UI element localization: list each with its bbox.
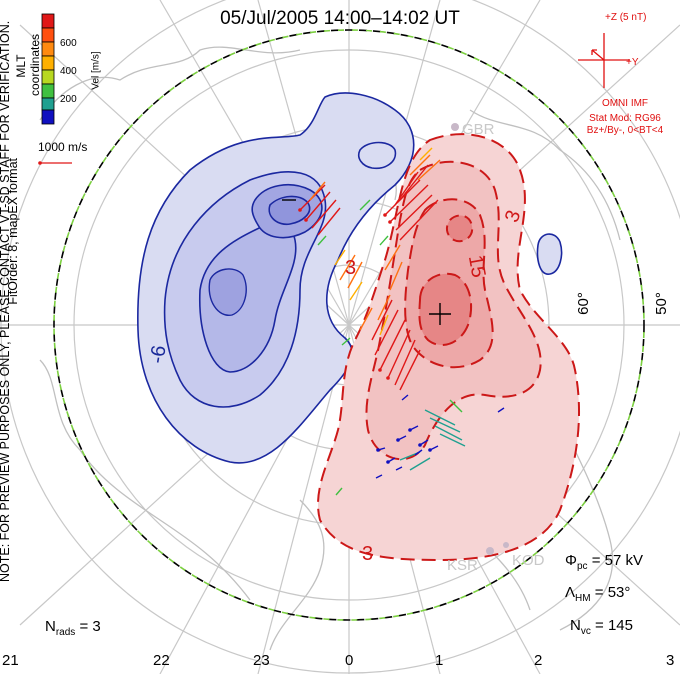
vector-count: Nvc = 145 — [570, 617, 633, 637]
radar-label: KSR — [447, 557, 478, 574]
colorbar-tick: 600 — [60, 38, 77, 49]
velocity-scale-label: 1000 m/s — [38, 140, 88, 154]
radar-sites — [451, 123, 509, 555]
contour-label-positive: 15 — [463, 253, 490, 280]
latitude-label: 60° — [574, 292, 592, 315]
radar-label: KOD — [512, 552, 545, 569]
colorbar-label: Vel [m/s] — [90, 51, 102, 90]
mlt-label: 1 — [435, 652, 444, 669]
colorbar-labels: 600 400 200 Vel [m/s] — [58, 10, 102, 140]
velocity-colorbar — [41, 13, 55, 125]
imf-stat-model: Stat Mod: RG96 — [589, 113, 661, 124]
colorbar-tick: 400 — [60, 66, 77, 77]
contour-label-negative: -6 — [146, 343, 171, 366]
imf-bin: Bz+/By-, 0<BT<4 — [586, 125, 664, 136]
map-title: 05/Jul/2005 14:00–14:02 UT — [220, 8, 460, 29]
fit-order: FitOrder: 8, mapEX format — [6, 158, 20, 305]
radar-label: GBR — [462, 121, 495, 138]
latitude-label: 50° — [652, 292, 670, 315]
cross-polar-potential: Φpc = 57 kV — [565, 552, 643, 572]
mlt-label: 0 — [345, 652, 354, 669]
imf-z-label: +Z (5 nT) — [605, 12, 647, 23]
positive-potential-cell — [317, 133, 580, 562]
hm-boundary-latitude: ΛHM = 53° — [565, 584, 631, 604]
mlt-label: 3 — [666, 652, 675, 669]
colorbar-tick: 200 — [60, 94, 77, 105]
velocity-vectors — [298, 147, 505, 496]
mlt-label: 23 — [253, 652, 270, 669]
contour-label-positive: 3 — [345, 257, 357, 279]
mlt-label: 2 — [534, 652, 543, 669]
coordinate-system: MLT coordinates — [14, 33, 42, 96]
coastlines — [39, 46, 621, 651]
contour-label-positive: 3 — [362, 543, 374, 565]
heppner-maynard-boundary — [53, 29, 645, 621]
imf-y-label: +Y — [626, 57, 639, 68]
velocity-scale-bar — [38, 161, 72, 165]
mlt-label: 22 — [153, 652, 170, 669]
radar-count: Nrads = 3 — [45, 618, 101, 638]
mlt-label: 21 — [2, 652, 19, 669]
imf-clock-dial — [578, 33, 630, 88]
imf-source: OMNI IMF — [601, 98, 649, 109]
